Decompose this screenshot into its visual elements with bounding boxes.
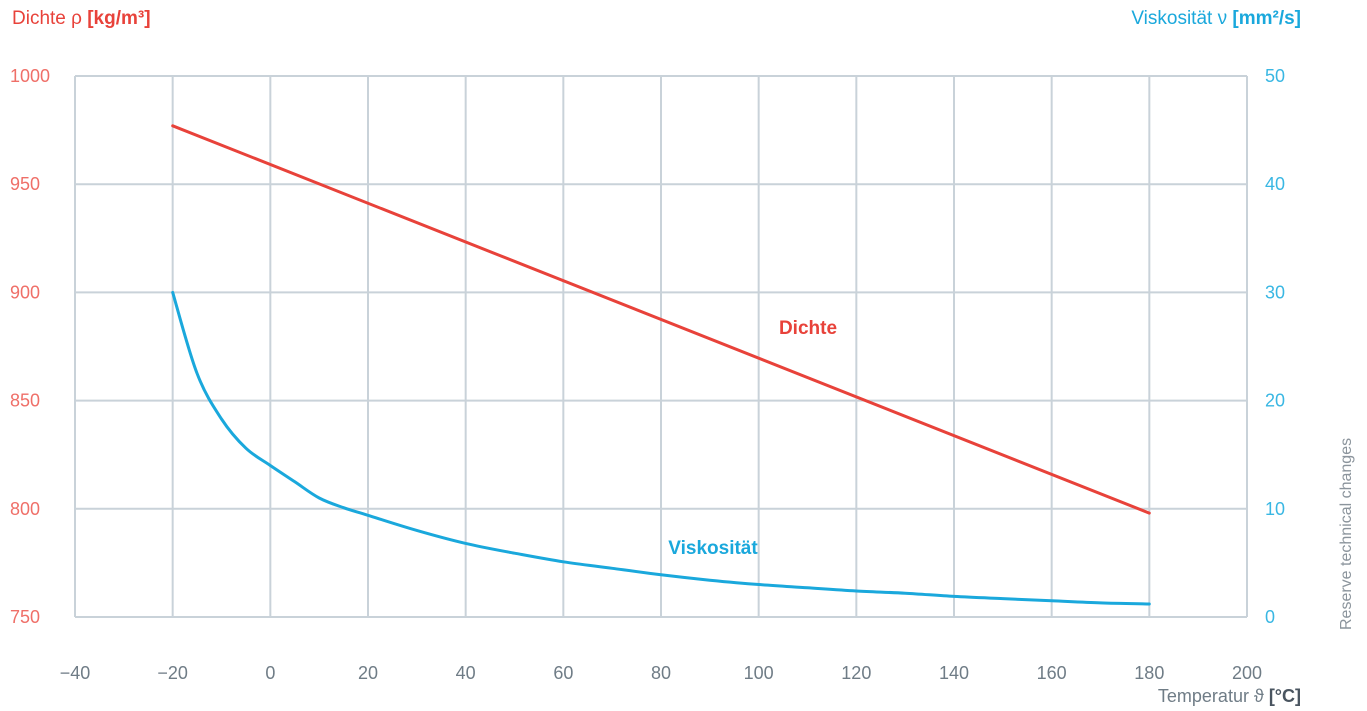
left-tick-label: 1000: [10, 66, 50, 86]
x-tick-label: 80: [651, 663, 671, 683]
technical-changes-note: Reserve technical changes: [1338, 437, 1355, 630]
x-tick-label: 200: [1232, 663, 1262, 683]
x-axis-unit: [°C]: [1268, 686, 1301, 706]
right-axis-title: Viskosität ν [mm²/s]: [1131, 8, 1301, 30]
right-axis-unit: [mm²/s]: [1232, 8, 1301, 29]
right-tick-label: 40: [1265, 174, 1285, 194]
x-tick-label: 40: [456, 663, 476, 683]
x-tick-label: 0: [265, 663, 275, 683]
x-tick-label: 120: [841, 663, 871, 683]
left-axis-label: Dichte ρ: [12, 8, 82, 29]
x-tick-label: −20: [157, 663, 188, 683]
x-tick-label: 140: [939, 663, 969, 683]
right-tick-label: 0: [1265, 607, 1275, 627]
x-tick-label: 20: [358, 663, 378, 683]
right-tick-label: 10: [1265, 499, 1285, 519]
x-tick-label: 180: [1134, 663, 1164, 683]
x-tick-label: 100: [744, 663, 774, 683]
left-tick-label: 900: [10, 282, 40, 302]
right-tick-label: 30: [1265, 282, 1285, 302]
series-label-viskositaet: Viskosität: [668, 538, 758, 559]
x-tick-label: 160: [1037, 663, 1067, 683]
x-axis-title: Temperatur ϑ [°C]: [1158, 686, 1301, 707]
left-tick-label: 750: [10, 607, 40, 627]
left-tick-label: 850: [10, 391, 40, 411]
x-tick-label: −40: [60, 663, 91, 683]
x-axis-label: Temperatur ϑ: [1157, 686, 1264, 706]
series-label-dichte: Dichte: [779, 318, 837, 339]
left-tick-label: 800: [10, 499, 40, 519]
right-tick-label: 20: [1265, 391, 1285, 411]
left-axis-unit: [kg/m³]: [87, 8, 151, 29]
right-tick-label: 50: [1265, 66, 1285, 86]
series-line-viskositaet: [171, 290, 1151, 606]
right-axis-label: Viskosität ν: [1131, 8, 1228, 29]
series-line-dichte: [171, 124, 1151, 515]
x-tick-label: 60: [553, 663, 573, 683]
left-tick-label: 950: [10, 174, 40, 194]
left-axis-title: Dichte ρ [kg/m³]: [12, 8, 151, 30]
